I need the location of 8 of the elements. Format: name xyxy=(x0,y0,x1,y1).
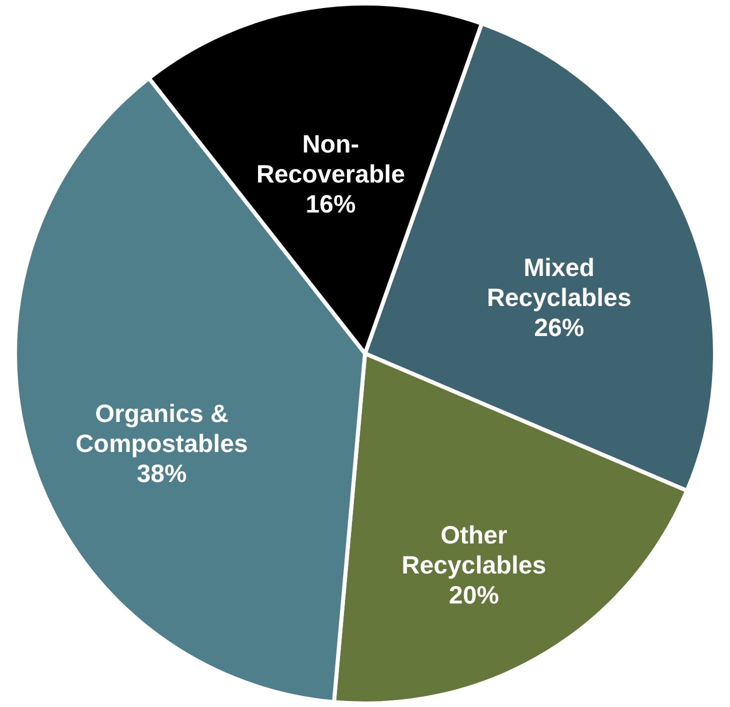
data-label: 20% xyxy=(448,581,499,610)
slice-label: Other Recyclables xyxy=(402,521,546,580)
slice-label: Organics & Compostables xyxy=(76,400,248,458)
data-label: 26% xyxy=(534,314,584,342)
data-label: 38% xyxy=(136,460,187,488)
slice-label: Non-Recoverable xyxy=(256,130,406,188)
slice-label: Mixed Recyclables xyxy=(486,254,632,312)
data-label: 16% xyxy=(306,190,356,218)
